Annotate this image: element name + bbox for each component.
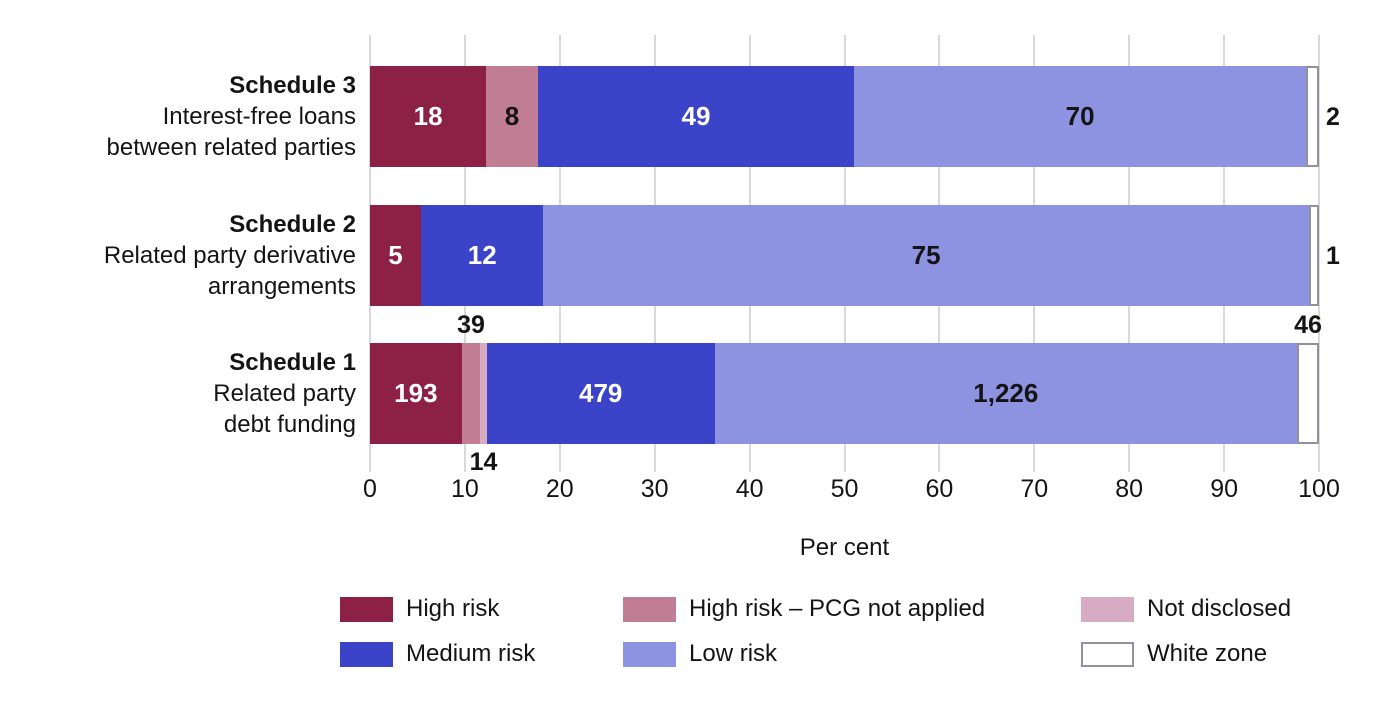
segment-low: 75 xyxy=(543,205,1309,306)
bar-schedule-1: 193 479 1,226 xyxy=(370,343,1319,444)
segment-low: 70 xyxy=(854,66,1307,167)
category-subtitle-line: arrangements xyxy=(207,273,356,300)
segment-high: 193 xyxy=(370,343,462,444)
x-tick-30: 30 xyxy=(640,475,669,503)
legend-label-medium: Medium risk xyxy=(406,640,536,667)
category-title: Schedule 2 xyxy=(229,211,356,238)
segment-white xyxy=(1306,66,1319,167)
legend-swatch-pcg xyxy=(623,597,676,622)
bar-schedule-3: 18 8 49 70 xyxy=(370,66,1319,167)
callout-notdisclosed: 14 xyxy=(469,448,498,476)
x-tick-0: 0 xyxy=(363,475,377,503)
x-tick-50: 50 xyxy=(830,475,859,503)
legend-swatch-medium xyxy=(340,642,393,667)
legend-swatch-high xyxy=(340,597,393,622)
legend-swatch-white xyxy=(1081,642,1134,667)
category-title: Schedule 3 xyxy=(229,72,356,99)
segment-pcg: 8 xyxy=(486,66,538,167)
segment-notdisclosed xyxy=(480,343,487,444)
bar-schedule-2: 5 12 75 xyxy=(370,205,1319,306)
category-subtitle-line: Related party derivative xyxy=(103,242,356,269)
legend-label-low: Low risk xyxy=(689,640,778,667)
x-tick-20: 20 xyxy=(545,475,574,503)
callout-pcg: 39 xyxy=(457,311,485,339)
segment-medium: 12 xyxy=(421,205,544,306)
x-tick-40: 40 xyxy=(735,475,764,503)
category-subtitle-line: Interest-free loans xyxy=(162,103,356,130)
x-tick-70: 70 xyxy=(1020,475,1049,503)
legend-label-white: White zone xyxy=(1147,640,1268,667)
legend-label-high: High risk xyxy=(406,595,500,622)
callout-white: 2 xyxy=(1326,102,1340,131)
category-label-schedule-2: Schedule 2 Related party derivative arrang… xyxy=(104,209,356,302)
segment-high: 18 xyxy=(370,66,487,167)
segment-low: 1,226 xyxy=(714,343,1298,444)
x-tick-80: 80 xyxy=(1115,475,1144,503)
category-label-schedule-3: Schedule 3 Interest-free loans between rel… xyxy=(107,70,357,163)
category-subtitle-line: between related parties xyxy=(106,134,357,161)
x-tick-100: 100 xyxy=(1298,475,1340,503)
segment-medium: 479 xyxy=(486,343,715,444)
segment-high: 5 xyxy=(370,205,422,306)
category-subtitle-line: Related party xyxy=(213,380,356,407)
segment-white xyxy=(1308,205,1319,306)
segment-medium: 49 xyxy=(537,66,855,167)
category-title: Schedule 1 xyxy=(229,349,356,376)
legend-swatch-notdisclosed xyxy=(1081,597,1134,622)
segment-pcg xyxy=(461,343,481,444)
category-subtitle-line: debt funding xyxy=(223,411,356,438)
legend-swatch-low xyxy=(623,642,676,667)
x-tick-60: 60 xyxy=(925,475,954,503)
x-tick-10: 10 xyxy=(450,475,479,503)
legend-label-pcg: High risk – PCG not applied xyxy=(689,595,986,622)
callout-white: 46 xyxy=(1294,311,1322,339)
x-tick-90: 90 xyxy=(1210,475,1238,503)
x-axis-title: Per cent xyxy=(799,534,890,561)
callout-white: 1 xyxy=(1326,241,1340,270)
gridline-x-100 xyxy=(1318,35,1320,472)
segment-white xyxy=(1297,343,1319,444)
legend-label-notdisclosed: Not disclosed xyxy=(1147,595,1292,622)
category-label-schedule-1: Schedule 1 Related party debt funding xyxy=(213,347,356,440)
